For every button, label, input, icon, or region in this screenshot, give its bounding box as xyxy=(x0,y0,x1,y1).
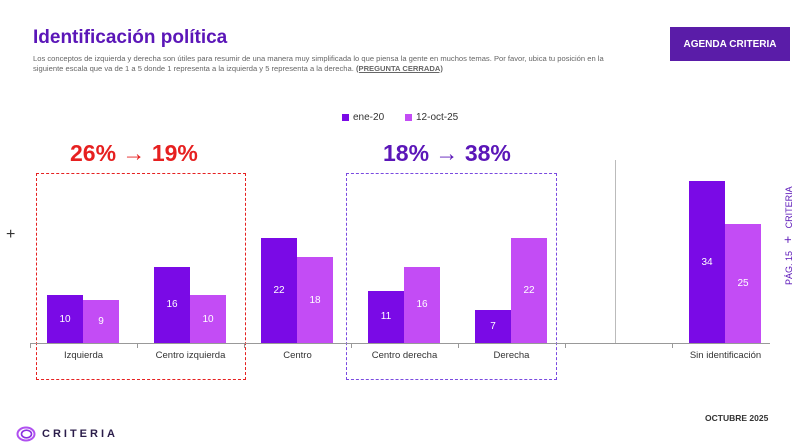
data-label: 11 xyxy=(380,311,392,323)
plus-icon: + xyxy=(6,226,16,243)
data-label: 10 xyxy=(202,313,214,325)
page-number: PÁG. 15 xyxy=(784,250,794,285)
bar-12-oct-25: 22 xyxy=(511,238,547,343)
bar-12-oct-25: 10 xyxy=(190,295,226,343)
plus-icon: + xyxy=(780,235,795,244)
data-label: 18 xyxy=(309,294,321,306)
left-highlight-box xyxy=(36,173,246,380)
legend-item-12-oct-25: 12-oct-25 xyxy=(405,112,458,123)
data-label: 16 xyxy=(416,299,428,311)
axis-tick xyxy=(30,343,31,348)
legend-label: ene-20 xyxy=(353,112,385,123)
axis-tick xyxy=(244,343,245,348)
right-change-annotation: 18% → 38% xyxy=(383,140,511,166)
axis-tick xyxy=(351,343,352,348)
legend-item-ene-20: ene-20 xyxy=(342,112,384,123)
axis-tick xyxy=(672,343,673,348)
question-tag[interactable]: (PREGUNTA CERRADA) xyxy=(355,63,443,73)
bar-ene-20: 16 xyxy=(154,266,190,343)
bar-12-oct-25: 25 xyxy=(725,224,761,343)
category-label: Centro derecha xyxy=(371,350,438,361)
question-text: Los conceptos de izquierda y derecha son… xyxy=(33,54,613,73)
criteria-logo: CRITERIA xyxy=(16,426,118,442)
axis-tick xyxy=(565,343,566,348)
agenda-criteria-button[interactable]: AGENDA CRITERIA xyxy=(670,27,790,61)
legend-swatch xyxy=(342,114,349,121)
side-label: PÁG. 15 + CRITERIA xyxy=(780,175,795,285)
data-label: 22 xyxy=(273,285,285,297)
data-label: 7 xyxy=(490,320,496,332)
divider xyxy=(615,160,616,343)
bar-ene-20: 22 xyxy=(261,238,297,343)
bar-ene-20: 7 xyxy=(475,309,511,343)
bar-12-oct-25: 9 xyxy=(83,300,119,343)
page-title: Identificación política xyxy=(33,27,228,48)
data-label: 16 xyxy=(166,299,178,311)
data-label: 25 xyxy=(737,278,749,289)
axis-tick xyxy=(458,343,459,348)
legend-swatch xyxy=(405,114,412,121)
data-label: 10 xyxy=(59,313,71,325)
x-axis xyxy=(30,343,770,344)
bar-ene-20: 11 xyxy=(368,290,404,343)
axis-tick xyxy=(137,343,138,348)
legend-label: 12-oct-25 xyxy=(416,112,459,123)
bar-ene-20: 34 xyxy=(689,181,725,343)
category-label: Centro xyxy=(283,350,312,361)
question-body: Los conceptos de izquierda y derecha son… xyxy=(33,54,604,73)
bar-12-oct-25: 18 xyxy=(297,257,333,343)
right-highlight-box xyxy=(346,173,557,380)
data-label: 34 xyxy=(701,256,713,268)
data-label: 22 xyxy=(523,285,535,297)
data-label: 9 xyxy=(98,316,104,328)
category-label: Sin identificación xyxy=(689,350,762,361)
logo-icon xyxy=(16,426,36,442)
bar-ene-20: 10 xyxy=(47,295,83,343)
left-change-annotation: 26% → 19% xyxy=(70,140,198,166)
category-label: Izquierda xyxy=(63,350,104,361)
report-date: OCTUBRE 2025 xyxy=(705,413,769,423)
logo-text: CRITERIA xyxy=(42,428,118,440)
bar-12-oct-25: 16 xyxy=(404,266,440,343)
category-label: Centro izquierda xyxy=(155,350,226,361)
brand-label: CRITERIA xyxy=(784,186,794,229)
category-label: Derecha xyxy=(493,350,530,361)
